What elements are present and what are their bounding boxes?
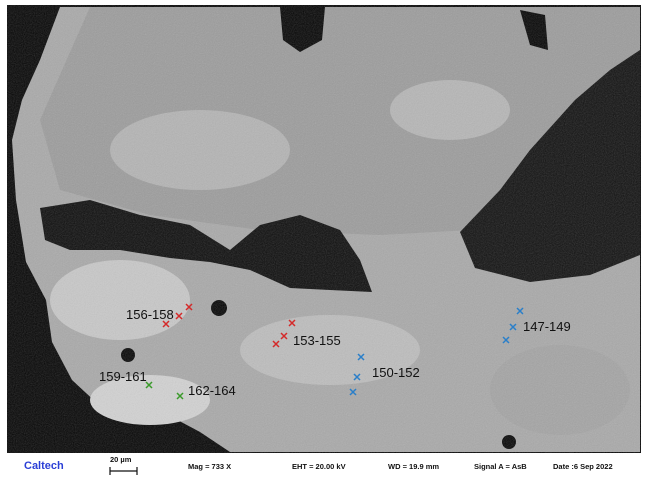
- point-label: 150-152: [372, 365, 420, 380]
- micrograph: [7, 5, 641, 453]
- date: Date :6 Sep 2022: [553, 462, 613, 471]
- point-label: 159-161: [99, 369, 147, 384]
- magnification: Mag = 733 X: [188, 462, 231, 471]
- point-label: 156-158: [126, 307, 174, 322]
- signal: Signal A = AsB: [474, 462, 527, 471]
- info-bar: Caltech 20 µm Mag = 733 X EHT = 20.00 kV…: [7, 453, 641, 477]
- eht: EHT = 20.00 kV: [292, 462, 346, 471]
- scale-label: 20 µm: [110, 455, 132, 464]
- point-label: 153-155: [293, 333, 341, 348]
- point-label: 162-164: [188, 383, 236, 398]
- working-distance: WD = 19.9 mm: [388, 462, 439, 471]
- sem-figure: 156-158 153-155 150-152 147-149 159-161 …: [0, 0, 646, 484]
- institution: Caltech: [24, 460, 64, 472]
- point-label: 147-149: [523, 319, 571, 334]
